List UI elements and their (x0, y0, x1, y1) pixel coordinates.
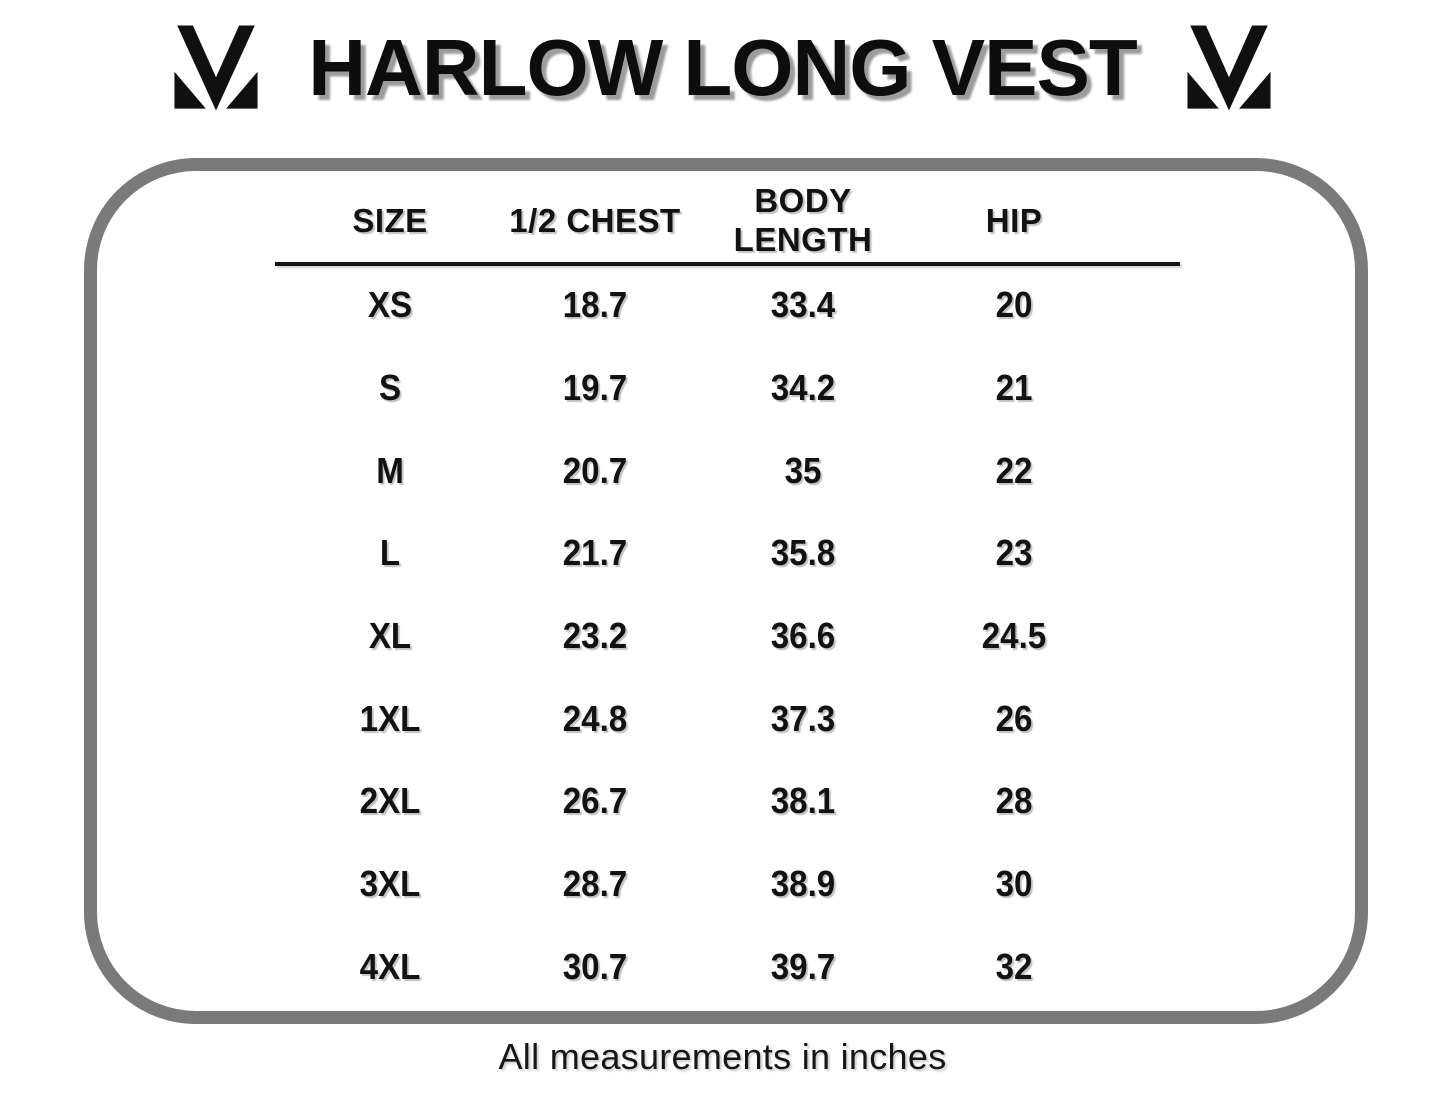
cell-half-chest: 21.7 (562, 532, 628, 574)
brand-m-monogram-icon (1187, 25, 1271, 111)
cell-size: XL (368, 615, 412, 657)
cell-hip: 32 (995, 945, 1033, 987)
brand-m-monogram-icon (174, 25, 258, 111)
cell-size: L (379, 532, 401, 574)
column-header-half-chest: 1/2 CHEST (509, 201, 681, 239)
cell-half-chest: 23.2 (562, 615, 628, 657)
size-chart-panel (84, 158, 1368, 1024)
cell-hip: 20 (995, 284, 1033, 326)
cell-body-length: 33.4 (770, 284, 836, 326)
size-table: SIZE 1/2 CHEST BODY LENGTH HIP XS 18.7 3… (275, 178, 1180, 1008)
column-header-size: SIZE (352, 201, 428, 239)
cell-body-length: 37.3 (770, 697, 836, 739)
cell-body-length: 36.6 (770, 615, 836, 657)
cell-size: 1XL (359, 697, 421, 739)
cell-hip: 24.5 (981, 615, 1047, 657)
column-header-body-line1: BODY (754, 182, 852, 220)
cell-half-chest: 18.7 (562, 284, 628, 326)
footer-note: All measurements in inches (498, 1036, 947, 1077)
column-header-hip: HIP (985, 201, 1043, 239)
cell-hip: 30 (995, 863, 1033, 905)
header: HARLOW LONG VEST (0, 22, 1445, 114)
cell-size: S (378, 367, 402, 409)
cell-body-length: 34.2 (770, 367, 836, 409)
cell-size: 3XL (359, 863, 421, 905)
cell-body-length: 35 (784, 449, 822, 491)
cell-half-chest: 26.7 (562, 780, 628, 822)
page-title: HARLOW LONG VEST (308, 23, 1137, 112)
cell-size: 4XL (359, 945, 421, 987)
cell-body-length: 39.7 (770, 945, 836, 987)
column-header-body-length: BODY LENGTH (687, 178, 919, 264)
cell-body-length: 35.8 (770, 532, 836, 574)
cell-half-chest: 20.7 (562, 449, 628, 491)
cell-hip: 21 (995, 367, 1033, 409)
cell-half-chest: 28.7 (562, 863, 628, 905)
cell-hip: 22 (995, 449, 1033, 491)
column-header-body-line2: LENGTH (733, 221, 873, 258)
cell-half-chest: 19.7 (562, 367, 628, 409)
cell-body-length: 38.9 (770, 863, 836, 905)
cell-hip: 28 (995, 780, 1033, 822)
cell-body-length: 38.1 (770, 780, 836, 822)
cell-size: XS (367, 284, 413, 326)
cell-hip: 23 (995, 532, 1033, 574)
cell-half-chest: 24.8 (562, 697, 628, 739)
cell-size: M (376, 449, 404, 491)
cell-hip: 26 (995, 697, 1033, 739)
header-divider (275, 262, 1180, 266)
cell-half-chest: 30.7 (562, 945, 628, 987)
cell-size: 2XL (359, 780, 421, 822)
